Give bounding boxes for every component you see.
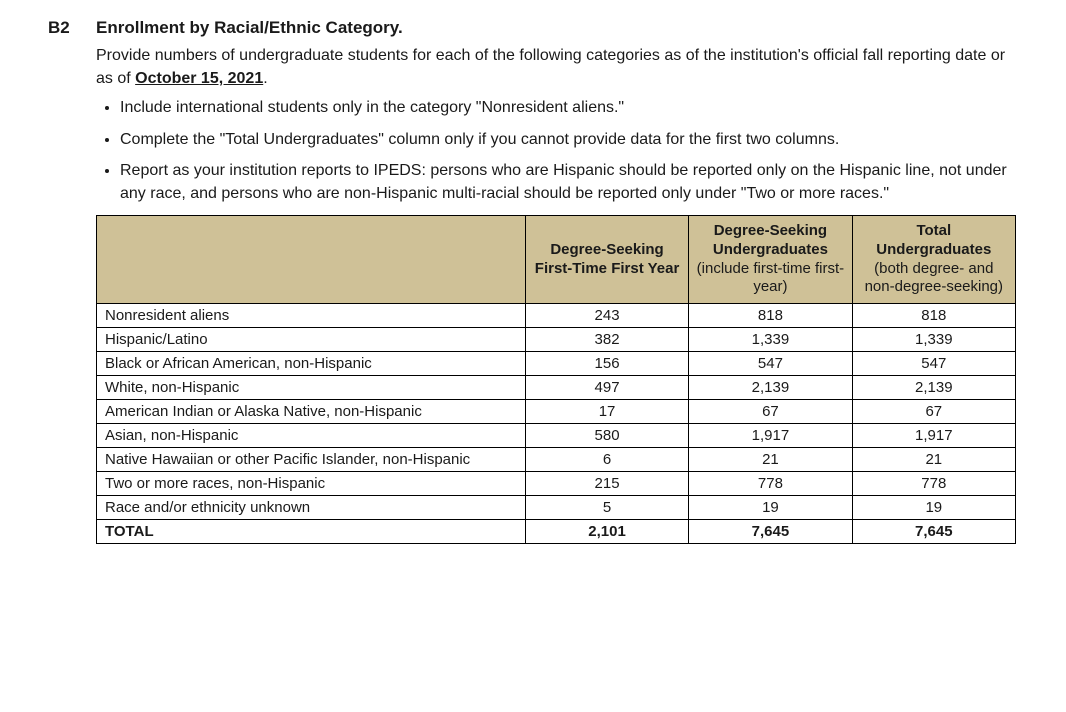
table-row: Two or more races, non-Hispanic 215 778 … <box>97 472 1016 496</box>
row-label: Native Hawaiian or other Pacific Islande… <box>97 448 526 472</box>
row-value: 547 <box>689 352 852 376</box>
total-value: 7,645 <box>852 520 1015 544</box>
col-header-sub: (include first-time first-year) <box>695 260 845 298</box>
row-value: 2,139 <box>852 376 1015 400</box>
row-label: Hispanic/Latino <box>97 328 526 352</box>
enrollment-table-wrap: Degree-Seeking First-Time First Year Deg… <box>96 215 1016 544</box>
row-value: 19 <box>689 496 852 520</box>
row-value: 243 <box>525 304 688 328</box>
row-value: 67 <box>689 400 852 424</box>
table-row: American Indian or Alaska Native, non-Hi… <box>97 400 1016 424</box>
row-value: 547 <box>852 352 1015 376</box>
row-value: 19 <box>852 496 1015 520</box>
table-row: Race and/or ethnicity unknown 5 19 19 <box>97 496 1016 520</box>
col-header-main: Degree-Seeking Undergraduates <box>695 222 845 260</box>
section-heading: B2 Enrollment by Racial/Ethnic Category. <box>48 18 1018 38</box>
row-value: 1,339 <box>689 328 852 352</box>
col-header-main: Total Undergraduates <box>859 222 1009 260</box>
section-code: B2 <box>48 18 78 38</box>
table-row: Asian, non-Hispanic 580 1,917 1,917 <box>97 424 1016 448</box>
row-label: Nonresident aliens <box>97 304 526 328</box>
row-value: 2,139 <box>689 376 852 400</box>
col-header-blank <box>97 216 526 304</box>
col-header-degree-seeking: Degree-Seeking Undergraduates (include f… <box>689 216 852 304</box>
table-row: Black or African American, non-Hispanic … <box>97 352 1016 376</box>
row-value: 215 <box>525 472 688 496</box>
total-value: 7,645 <box>689 520 852 544</box>
total-value: 2,101 <box>525 520 688 544</box>
intro-date: October 15, 2021 <box>135 70 263 87</box>
row-value: 156 <box>525 352 688 376</box>
bullet-item: Include international students only in t… <box>120 96 1018 119</box>
row-value: 580 <box>525 424 688 448</box>
table-total-row: TOTAL 2,101 7,645 7,645 <box>97 520 1016 544</box>
table-row: Hispanic/Latino 382 1,339 1,339 <box>97 328 1016 352</box>
row-value: 17 <box>525 400 688 424</box>
table-row: Native Hawaiian or other Pacific Islande… <box>97 448 1016 472</box>
row-label: Black or African American, non-Hispanic <box>97 352 526 376</box>
table-body: Nonresident aliens 243 818 818 Hispanic/… <box>97 304 1016 544</box>
bullet-item: Complete the "Total Undergraduates" colu… <box>120 128 1018 151</box>
row-value: 778 <box>852 472 1015 496</box>
page: B2 Enrollment by Racial/Ethnic Category.… <box>0 0 1066 712</box>
table-row: Nonresident aliens 243 818 818 <box>97 304 1016 328</box>
total-label: TOTAL <box>97 520 526 544</box>
bullet-list: Include international students only in t… <box>96 96 1018 205</box>
table-row: White, non-Hispanic 497 2,139 2,139 <box>97 376 1016 400</box>
col-header-total: Total Undergraduates (both degree- and n… <box>852 216 1015 304</box>
section-intro: Provide numbers of undergraduate student… <box>96 44 1018 90</box>
row-value: 21 <box>852 448 1015 472</box>
col-header-first-time: Degree-Seeking First-Time First Year <box>525 216 688 304</box>
row-label: Asian, non-Hispanic <box>97 424 526 448</box>
row-value: 818 <box>689 304 852 328</box>
row-value: 1,339 <box>852 328 1015 352</box>
col-header-main: Degree-Seeking First-Time First Year <box>532 241 682 279</box>
row-value: 1,917 <box>852 424 1015 448</box>
bullet-item: Report as your institution reports to IP… <box>120 159 1018 205</box>
row-value: 778 <box>689 472 852 496</box>
col-header-sub: (both degree- and non-degree-seeking) <box>859 260 1009 298</box>
table-header-row: Degree-Seeking First-Time First Year Deg… <box>97 216 1016 304</box>
row-label: White, non-Hispanic <box>97 376 526 400</box>
intro-text-after: . <box>263 70 267 87</box>
section-title: Enrollment by Racial/Ethnic Category. <box>96 18 403 38</box>
row-value: 382 <box>525 328 688 352</box>
row-label: American Indian or Alaska Native, non-Hi… <box>97 400 526 424</box>
row-label: Race and/or ethnicity unknown <box>97 496 526 520</box>
row-value: 5 <box>525 496 688 520</box>
row-value: 497 <box>525 376 688 400</box>
row-label: Two or more races, non-Hispanic <box>97 472 526 496</box>
row-value: 6 <box>525 448 688 472</box>
row-value: 21 <box>689 448 852 472</box>
enrollment-table: Degree-Seeking First-Time First Year Deg… <box>96 215 1016 544</box>
row-value: 1,917 <box>689 424 852 448</box>
row-value: 818 <box>852 304 1015 328</box>
row-value: 67 <box>852 400 1015 424</box>
